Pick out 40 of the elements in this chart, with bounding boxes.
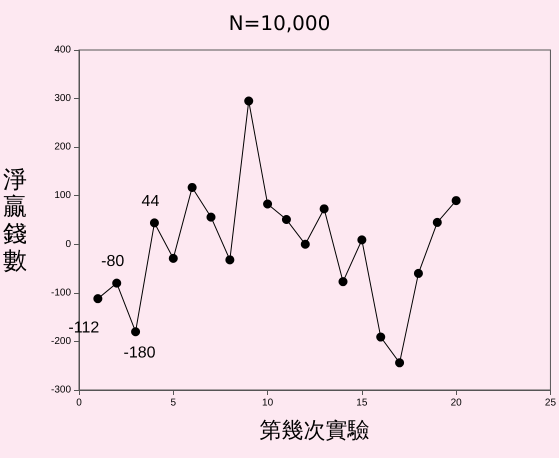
y-tick-label: -100 bbox=[50, 287, 72, 298]
data-label: -80 bbox=[101, 253, 124, 270]
x-tick-label: 0 bbox=[76, 398, 82, 408]
point bbox=[168, 254, 178, 263]
point bbox=[338, 277, 348, 286]
chart-title: N=10,000 bbox=[228, 11, 330, 35]
point bbox=[112, 278, 122, 288]
point bbox=[282, 215, 291, 224]
point bbox=[320, 204, 329, 214]
x-tick-label: 10 bbox=[262, 398, 274, 408]
point bbox=[225, 255, 234, 264]
point bbox=[244, 96, 254, 106]
y-tick-label: -300 bbox=[50, 384, 72, 396]
y-tick-label: 200 bbox=[54, 142, 72, 153]
point bbox=[93, 294, 102, 304]
x-tick-label: 25 bbox=[544, 398, 556, 408]
x-tick-label: 15 bbox=[356, 398, 368, 408]
point bbox=[357, 235, 366, 244]
y-tick-label: 0 bbox=[65, 238, 72, 250]
point bbox=[206, 212, 216, 222]
point bbox=[432, 218, 442, 227]
point bbox=[395, 358, 404, 368]
point bbox=[263, 199, 272, 208]
data-label: -180 bbox=[124, 344, 156, 362]
x-axis-title: 第幾次實驗 bbox=[260, 418, 370, 444]
y-axis-title: 淨贏錢數 bbox=[3, 166, 27, 274]
y-tick-label: 300 bbox=[54, 93, 72, 104]
y-tick-label: 400 bbox=[54, 44, 72, 56]
y-tick-label: -200 bbox=[50, 336, 72, 347]
x-tick-label: 5 bbox=[170, 398, 177, 408]
point bbox=[300, 240, 310, 249]
point bbox=[131, 327, 140, 336]
point bbox=[150, 218, 159, 228]
point bbox=[414, 268, 423, 278]
point bbox=[452, 196, 461, 206]
point bbox=[376, 332, 386, 342]
y-tick-label: 100 bbox=[54, 190, 72, 202]
x-tick-label: 20 bbox=[450, 398, 462, 408]
point bbox=[188, 182, 197, 192]
data-label: 44 bbox=[142, 192, 160, 210]
